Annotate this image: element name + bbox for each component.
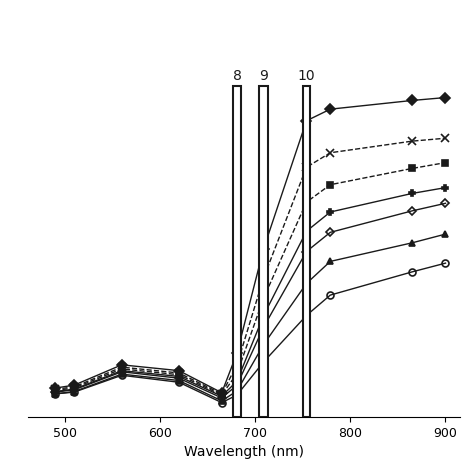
X-axis label: Wavelength (nm): Wavelength (nm) <box>184 446 304 459</box>
Bar <box>259 86 268 417</box>
Bar <box>233 86 240 417</box>
Bar <box>303 86 310 417</box>
Text: 10: 10 <box>298 69 315 83</box>
Text: 9: 9 <box>259 69 268 83</box>
Text: 8: 8 <box>233 69 241 83</box>
